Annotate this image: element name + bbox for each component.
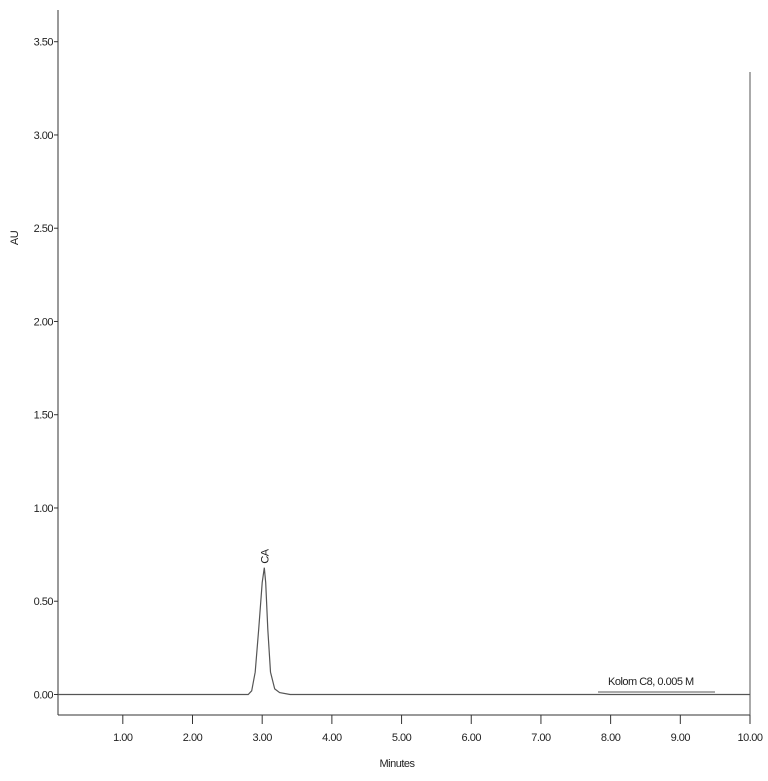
x-tick-label: 4.00 <box>322 732 342 744</box>
y-axis-label: AU <box>9 230 21 245</box>
x-tick-label: 7.00 <box>531 732 551 744</box>
line <box>58 567 750 696</box>
y-tick-label: 3.00 <box>34 130 54 142</box>
peak-label: CA <box>259 548 271 563</box>
y-tick-label: 2.00 <box>34 316 54 328</box>
x-tick-label: 3.00 <box>252 732 272 744</box>
y-tick-label: 1.00 <box>34 503 54 515</box>
y-tick-label: 3.50 <box>34 37 54 49</box>
x-tick-label: 2.00 <box>183 732 203 744</box>
y-tick-label: 0.00 <box>34 689 54 701</box>
x-axis-label: Minutes <box>379 758 415 770</box>
legend-label: Kolom C8, 0.005 M <box>608 676 694 688</box>
x-tick-label: 8.00 <box>601 732 621 744</box>
x-tick-label: 5.00 <box>392 732 412 744</box>
y-tick-label: 2.50 <box>34 223 54 235</box>
y-tick-label: 1.50 <box>34 410 54 422</box>
y-tick-label: 0.50 <box>34 596 54 608</box>
x-tick-label: 9.00 <box>671 732 691 744</box>
x-tick-label: 10.00 <box>737 732 762 744</box>
x-tick-label: 1.00 <box>113 732 133 744</box>
x-tick-label: 6.00 <box>462 732 482 744</box>
